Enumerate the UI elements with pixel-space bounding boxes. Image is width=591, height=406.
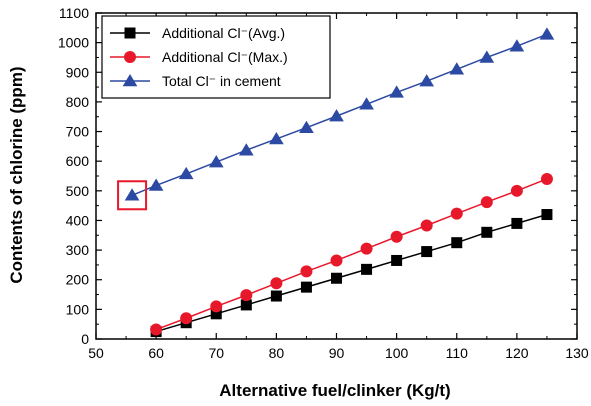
data-point xyxy=(451,237,463,249)
legend-marker xyxy=(124,27,136,39)
data-point xyxy=(360,242,373,255)
data-point xyxy=(509,39,525,52)
y-tick-label: 800 xyxy=(66,94,90,110)
legend-item: Additional Cl⁻(Avg.) xyxy=(110,25,285,41)
data-point xyxy=(510,184,523,197)
data-point xyxy=(299,120,314,133)
data-point xyxy=(124,188,140,201)
highlight-box xyxy=(117,180,148,211)
y-tick-label: 500 xyxy=(66,183,90,199)
series-square xyxy=(150,209,553,338)
y-axis-title: Contents of chlorine (ppm) xyxy=(7,66,26,283)
data-point xyxy=(391,254,403,266)
y-tick-label: 200 xyxy=(66,272,90,288)
data-point xyxy=(180,312,193,325)
y-tick-label: 400 xyxy=(66,212,90,228)
data-point xyxy=(421,246,433,258)
x-tick-label: 70 xyxy=(208,345,224,361)
data-point xyxy=(329,109,344,122)
x-tick-label: 50 xyxy=(88,345,104,361)
x-tick-label: 60 xyxy=(148,345,164,361)
series-circle xyxy=(150,172,553,336)
data-point xyxy=(389,85,404,98)
data-point xyxy=(540,172,553,185)
data-point xyxy=(240,289,253,302)
legend-label: Total Cl⁻ in cement xyxy=(162,73,281,89)
data-point xyxy=(148,178,164,191)
annotation-layer xyxy=(117,180,148,211)
data-point xyxy=(359,97,374,110)
data-point xyxy=(210,308,222,320)
y-tick-label: 600 xyxy=(66,153,90,169)
data-point xyxy=(270,277,283,290)
data-point xyxy=(300,281,312,293)
data-point xyxy=(449,62,465,75)
data-point xyxy=(269,131,284,145)
data-point xyxy=(479,50,495,63)
data-point xyxy=(178,166,194,180)
x-tick-label: 100 xyxy=(385,345,409,361)
data-point xyxy=(480,196,493,209)
y-tick-label: 900 xyxy=(66,64,90,80)
series-triangle xyxy=(124,27,555,201)
data-point xyxy=(390,230,403,243)
data-point xyxy=(361,263,373,275)
data-point xyxy=(419,74,435,87)
legend-marker xyxy=(124,51,136,63)
data-point xyxy=(238,143,254,156)
y-tick-label: 0 xyxy=(81,331,89,347)
x-tick-label: 90 xyxy=(329,345,345,361)
y-tick-label: 100 xyxy=(66,301,90,317)
data-point xyxy=(450,207,463,220)
legend-marker xyxy=(122,74,138,87)
x-tick-label: 120 xyxy=(505,345,529,361)
data-point xyxy=(481,226,493,238)
data-point xyxy=(331,272,342,284)
series-layer xyxy=(124,27,555,338)
y-tick-label: 1000 xyxy=(58,35,89,51)
x-axis: 50 60 70 80 90 100 110 120 130 xyxy=(88,13,589,361)
data-point xyxy=(420,219,433,232)
legend-item: Additional Cl⁻(Max.) xyxy=(110,49,288,65)
y-tick-label: 300 xyxy=(66,242,90,258)
x-axis-title: Alternative fuel/clinker (Kg/t) xyxy=(219,381,450,400)
data-point xyxy=(511,217,523,229)
data-point xyxy=(150,323,163,336)
legend: Additional Cl⁻(Avg.) Additional Cl⁻(Max.)… xyxy=(101,15,331,99)
x-tick-label: 80 xyxy=(269,345,285,361)
data-point xyxy=(208,155,224,168)
y-tick-label: 1100 xyxy=(59,5,89,21)
data-point xyxy=(270,290,282,302)
legend-label: Additional Cl⁻(Avg.) xyxy=(162,25,285,41)
data-point xyxy=(539,27,555,40)
y-axis: 0 100 200 300 400 500 600 700 800 900 1000 1100 xyxy=(58,5,577,347)
data-point xyxy=(541,209,553,221)
data-point xyxy=(330,254,343,267)
legend-label: Additional Cl⁻(Max.) xyxy=(162,49,288,65)
x-tick-label: 110 xyxy=(446,345,469,361)
x-tick-label: 130 xyxy=(565,345,589,361)
data-point xyxy=(240,299,252,311)
data-point xyxy=(210,300,223,313)
data-point xyxy=(300,265,313,278)
y-tick-label: 700 xyxy=(66,124,90,140)
legend-item: Total Cl⁻ in cement xyxy=(110,73,281,89)
